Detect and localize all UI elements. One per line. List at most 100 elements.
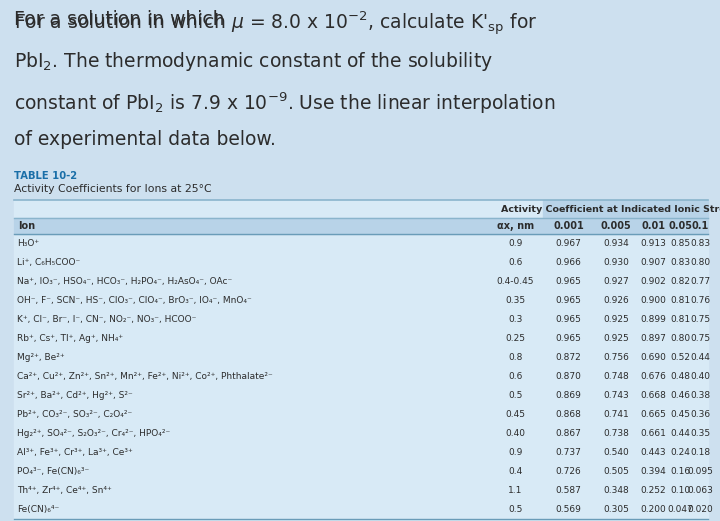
Text: 0.81: 0.81 xyxy=(670,296,690,305)
Text: Al³⁺, Fe³⁺, Cr³⁺, La³⁺, Ce³⁺: Al³⁺, Fe³⁺, Cr³⁺, La³⁺, Ce³⁺ xyxy=(17,448,132,457)
Text: 0.665: 0.665 xyxy=(640,410,666,419)
Text: Rb⁺, Cs⁺, Tl⁺, Ag⁺, NH₄⁺: Rb⁺, Cs⁺, Tl⁺, Ag⁺, NH₄⁺ xyxy=(17,334,123,343)
Text: 0.3: 0.3 xyxy=(508,315,523,324)
Text: 0.85: 0.85 xyxy=(670,239,690,248)
Text: 0.738: 0.738 xyxy=(603,429,629,438)
Text: 0.44: 0.44 xyxy=(670,429,690,438)
Text: 0.35: 0.35 xyxy=(505,296,526,305)
Bar xyxy=(14,218,708,234)
Text: 0.063: 0.063 xyxy=(688,486,714,495)
Text: 0.668: 0.668 xyxy=(640,391,666,400)
Text: 0.737: 0.737 xyxy=(556,448,582,457)
Text: 0.52: 0.52 xyxy=(670,353,690,362)
Text: 0.01: 0.01 xyxy=(641,221,665,231)
Text: 0.5: 0.5 xyxy=(508,391,523,400)
Text: 0.676: 0.676 xyxy=(640,372,666,381)
Text: 0.348: 0.348 xyxy=(603,486,629,495)
Text: For a solution in which: For a solution in which xyxy=(14,10,230,29)
Text: constant of PbI$_2$ is 7.9 x 10$^{-9}$. Use the linear interpolation: constant of PbI$_2$ is 7.9 x 10$^{-9}$. … xyxy=(14,90,556,116)
Text: Ion: Ion xyxy=(18,221,35,231)
Text: 0.8: 0.8 xyxy=(508,353,523,362)
Text: Sr²⁺, Ba²⁺, Cd²⁺, Hg²⁺, S²⁻: Sr²⁺, Ba²⁺, Cd²⁺, Hg²⁺, S²⁻ xyxy=(17,391,132,400)
Text: 0.200: 0.200 xyxy=(640,505,666,514)
Text: 0.35: 0.35 xyxy=(690,429,711,438)
Text: 0.45: 0.45 xyxy=(505,410,526,419)
Text: H₃O⁺: H₃O⁺ xyxy=(17,239,39,248)
Text: 0.870: 0.870 xyxy=(556,372,582,381)
Text: TABLE 10-2: TABLE 10-2 xyxy=(14,171,77,181)
Text: 0.443: 0.443 xyxy=(640,448,666,457)
Text: 0.690: 0.690 xyxy=(640,353,666,362)
Text: 0.661: 0.661 xyxy=(640,429,666,438)
Text: 0.80: 0.80 xyxy=(670,334,690,343)
Text: Mg²⁺, Be²⁺: Mg²⁺, Be²⁺ xyxy=(17,353,65,362)
Text: 0.46: 0.46 xyxy=(670,391,690,400)
Text: OH⁻, F⁻, SCN⁻, HS⁻, ClO₃⁻, ClO₄⁻, BrO₃⁻, IO₄⁻, MnO₄⁻: OH⁻, F⁻, SCN⁻, HS⁻, ClO₃⁻, ClO₄⁻, BrO₃⁻,… xyxy=(17,296,252,305)
Text: αx, nm: αx, nm xyxy=(497,221,534,231)
Text: 0.965: 0.965 xyxy=(556,296,582,305)
Text: 0.001: 0.001 xyxy=(553,221,584,231)
Text: Activity Coefficient at Indicated Ionic Strength: Activity Coefficient at Indicated Ionic … xyxy=(500,205,720,214)
Text: of experimental data below.: of experimental data below. xyxy=(14,130,276,149)
Text: 0.726: 0.726 xyxy=(556,467,581,476)
Text: 0.4: 0.4 xyxy=(508,467,523,476)
Text: 0.907: 0.907 xyxy=(640,258,666,267)
Text: 0.020: 0.020 xyxy=(688,505,714,514)
Text: 0.748: 0.748 xyxy=(603,372,629,381)
Text: 0.5: 0.5 xyxy=(508,505,523,514)
Text: 0.77: 0.77 xyxy=(690,277,711,286)
Text: 0.305: 0.305 xyxy=(603,505,629,514)
Text: 0.925: 0.925 xyxy=(603,315,629,324)
Text: 1.1: 1.1 xyxy=(508,486,523,495)
Text: 0.965: 0.965 xyxy=(556,315,582,324)
Text: Na⁺, IO₃⁻, HSO₄⁻, HCO₃⁻, H₂PO₄⁻, H₂AsO₄⁻, OAc⁻: Na⁺, IO₃⁻, HSO₄⁻, HCO₃⁻, H₂PO₄⁻, H₂AsO₄⁻… xyxy=(17,277,233,286)
Bar xyxy=(14,200,708,520)
Text: 0.394: 0.394 xyxy=(640,467,666,476)
Text: K⁺, Cl⁻, Br⁻, I⁻, CN⁻, NO₂⁻, NO₃⁻, HCOO⁻: K⁺, Cl⁻, Br⁻, I⁻, CN⁻, NO₂⁻, NO₃⁻, HCOO⁻ xyxy=(17,315,197,324)
Text: Hg₂²⁺, SO₄²⁻, S₂O₃²⁻, Cr₄²⁻, HPO₄²⁻: Hg₂²⁺, SO₄²⁻, S₂O₃²⁻, Cr₄²⁻, HPO₄²⁻ xyxy=(17,429,170,438)
Text: Pb²⁺, CO₃²⁻, SO₃²⁻, C₂O₄²⁻: Pb²⁺, CO₃²⁻, SO₃²⁻, C₂O₄²⁻ xyxy=(17,410,132,419)
Text: 0.926: 0.926 xyxy=(603,296,629,305)
Text: 0.83: 0.83 xyxy=(690,239,711,248)
Text: 0.897: 0.897 xyxy=(640,334,666,343)
Text: 0.869: 0.869 xyxy=(556,391,582,400)
Text: 0.967: 0.967 xyxy=(556,239,582,248)
Text: 0.81: 0.81 xyxy=(670,315,690,324)
Text: 0.48: 0.48 xyxy=(670,372,690,381)
Text: 0.047: 0.047 xyxy=(667,505,693,514)
Text: 0.83: 0.83 xyxy=(670,258,690,267)
Text: 0.9: 0.9 xyxy=(508,239,523,248)
Text: 0.902: 0.902 xyxy=(640,277,666,286)
Text: 0.927: 0.927 xyxy=(603,277,629,286)
Text: 0.1: 0.1 xyxy=(692,221,709,231)
Text: 0.741: 0.741 xyxy=(603,410,629,419)
Text: Ca²⁺, Cu²⁺, Zn²⁺, Sn²⁺, Mn²⁺, Fe²⁺, Ni²⁺, Co²⁺, Phthalate²⁻: Ca²⁺, Cu²⁺, Zn²⁺, Sn²⁺, Mn²⁺, Fe²⁺, Ni²⁺… xyxy=(17,372,273,381)
Text: 0.44: 0.44 xyxy=(690,353,711,362)
Text: 0.505: 0.505 xyxy=(603,467,629,476)
Text: 0.966: 0.966 xyxy=(556,258,582,267)
Text: 0.10: 0.10 xyxy=(670,486,690,495)
Text: 0.899: 0.899 xyxy=(640,315,666,324)
Text: Fe(CN)₆⁴⁻: Fe(CN)₆⁴⁻ xyxy=(17,505,59,514)
Bar xyxy=(543,200,708,218)
Text: 0.05: 0.05 xyxy=(668,221,693,231)
Text: 0.540: 0.540 xyxy=(603,448,629,457)
Text: 0.24: 0.24 xyxy=(670,448,690,457)
Text: 0.40: 0.40 xyxy=(505,429,526,438)
Text: 0.587: 0.587 xyxy=(556,486,582,495)
Text: 0.38: 0.38 xyxy=(690,391,711,400)
Text: 0.925: 0.925 xyxy=(603,334,629,343)
Text: Th⁴⁺, Zr⁴⁺, Ce⁴⁺, Sn⁴⁺: Th⁴⁺, Zr⁴⁺, Ce⁴⁺, Sn⁴⁺ xyxy=(17,486,112,495)
Text: 0.18: 0.18 xyxy=(690,448,711,457)
Text: 0.36: 0.36 xyxy=(690,410,711,419)
Text: 0.6: 0.6 xyxy=(508,372,523,381)
Text: 0.965: 0.965 xyxy=(556,334,582,343)
Text: 0.25: 0.25 xyxy=(505,334,526,343)
Text: 0.9: 0.9 xyxy=(508,448,523,457)
Text: 0.900: 0.900 xyxy=(640,296,666,305)
Text: For a solution in which $\mu$ = 8.0 x 10$^{-2}$, calculate K'$_\mathsf{sp}$ for: For a solution in which $\mu$ = 8.0 x 10… xyxy=(14,10,537,38)
Text: Li⁺, C₆H₅COO⁻: Li⁺, C₆H₅COO⁻ xyxy=(17,258,80,267)
Text: 0.913: 0.913 xyxy=(640,239,666,248)
Text: 0.45: 0.45 xyxy=(670,410,690,419)
Text: 0.40: 0.40 xyxy=(690,372,711,381)
